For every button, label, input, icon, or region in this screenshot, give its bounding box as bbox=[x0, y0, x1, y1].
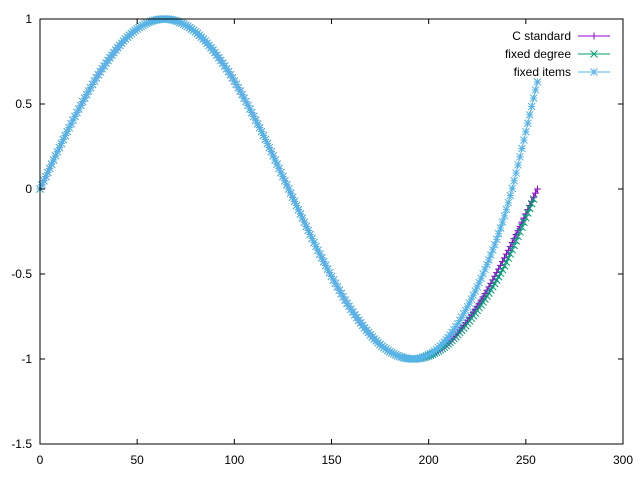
x-tick-label: 200 bbox=[419, 453, 439, 467]
legend-label: fixed items bbox=[514, 65, 571, 79]
x-tick-label: 250 bbox=[516, 453, 536, 467]
legend-marker bbox=[590, 68, 598, 76]
legend-label: fixed degree bbox=[505, 47, 571, 61]
x-tick-label: 300 bbox=[613, 453, 633, 467]
y-tick-label: 0 bbox=[25, 182, 32, 196]
series-2 bbox=[36, 15, 542, 363]
y-tick-label: -1 bbox=[21, 352, 32, 366]
y-tick-label: -0.5 bbox=[11, 267, 32, 281]
series-layer bbox=[36, 15, 542, 363]
x-tick-label: 50 bbox=[130, 453, 144, 467]
y-tick-label: -1.5 bbox=[11, 437, 32, 451]
legend: C standard fixed degree fixed items bbox=[505, 29, 610, 79]
x-tick-label: 150 bbox=[321, 453, 341, 467]
x-tick-label: 100 bbox=[224, 453, 244, 467]
legend-label: C standard bbox=[512, 29, 571, 43]
legend-marker bbox=[590, 32, 598, 40]
ticks-layer: 0 50 100 150 200 250 300 -1.5 -1 -0.5 0 0.5 1 bbox=[11, 12, 633, 467]
x-tick-label: 0 bbox=[37, 453, 44, 467]
y-tick-label: 0.5 bbox=[15, 97, 32, 111]
y-tick-label: 1 bbox=[25, 12, 32, 26]
legend-marker bbox=[590, 50, 598, 58]
